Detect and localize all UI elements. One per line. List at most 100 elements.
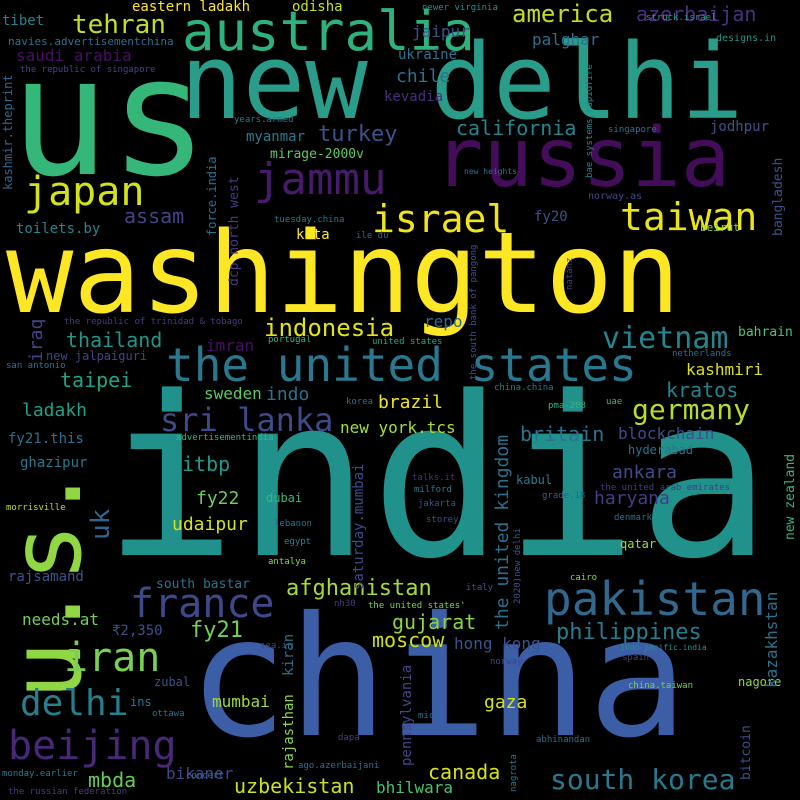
word-ukraine: ukraine bbox=[398, 47, 458, 63]
word-kabul: kabul bbox=[516, 473, 553, 487]
word-milford: milford bbox=[414, 485, 452, 495]
word-the-south-bank-of-pangong: the south bank of pangong bbox=[469, 244, 479, 380]
word-bae-systems: bae systems,rapidfire bbox=[585, 64, 595, 178]
word-storey: storey bbox=[426, 515, 459, 525]
word-america: america bbox=[512, 0, 614, 28]
word-philippines: philippines bbox=[556, 620, 702, 645]
word-gaza: gaza bbox=[484, 692, 528, 713]
word-norway-as: norway.as bbox=[588, 191, 643, 202]
word-the-united-arab-emirates: the united arab emirates bbox=[600, 483, 731, 493]
word-palghar: palghar bbox=[532, 30, 600, 49]
word-eastern-ladakh: eastern ladakh bbox=[132, 0, 251, 15]
word-beirut: beirut bbox=[700, 221, 740, 234]
word-new-delhi: new delhi bbox=[180, 21, 744, 143]
word-bitcoin: bitcoin bbox=[739, 725, 754, 780]
word-tibet: tibet bbox=[2, 13, 45, 29]
word-zubal: zubal bbox=[154, 675, 191, 689]
word-italy: italy bbox=[466, 583, 494, 593]
word-mbda: mbda bbox=[88, 768, 137, 792]
word-california: california bbox=[456, 116, 577, 140]
word-bahrain: bahrain bbox=[738, 325, 793, 340]
word-the-republic-of-singapore: the republic of singapore bbox=[20, 65, 156, 75]
word-ottawa: ottawa bbox=[152, 709, 185, 719]
word-myanmar: myanmar bbox=[246, 129, 306, 145]
word-itbp: itbp bbox=[182, 452, 231, 476]
word-china-china: china.china bbox=[494, 383, 554, 393]
word-vietnam: vietnam bbox=[602, 321, 729, 356]
word-kiran: kiran bbox=[281, 633, 297, 676]
word-lebanon: lebanon bbox=[274, 519, 312, 529]
word-indo-pacific-india: indo-pacific.india bbox=[620, 643, 707, 652]
word-iran: iran bbox=[64, 635, 161, 681]
word-norway: norway bbox=[490, 657, 523, 667]
word-washington: washington bbox=[6, 209, 681, 339]
word-blockchain: blockchain bbox=[618, 424, 715, 443]
word-needs-at: needs.at bbox=[22, 610, 100, 629]
word-israel: israel bbox=[372, 197, 510, 241]
word-talks-it: talks.it bbox=[412, 473, 456, 483]
word-ile-du: ile du bbox=[356, 231, 389, 241]
word-antalya: antalya bbox=[268, 557, 306, 567]
word-struck-israel: struck.israel bbox=[646, 13, 717, 23]
word-japan: japan bbox=[24, 169, 145, 215]
word-indonesia: indonesia bbox=[264, 314, 395, 342]
word-kevadia: kevadia bbox=[384, 89, 444, 105]
word-hong-kong: hong kong bbox=[454, 634, 541, 653]
word-south-bastar: south bastar bbox=[156, 577, 250, 592]
word-china: china bbox=[188, 582, 688, 775]
word-uk: uk bbox=[86, 508, 116, 540]
word-moscow: moscow bbox=[372, 628, 445, 652]
word-portugal: portugal bbox=[268, 335, 312, 345]
word-natanz: natanz bbox=[565, 257, 575, 290]
word-rupees-2350: ₹2,350 bbox=[112, 623, 163, 639]
word-kashmiri: kashmiri bbox=[686, 360, 764, 379]
word-mirage-2000v: mirage-2000v bbox=[270, 147, 364, 162]
word-nh30: nh30 bbox=[334, 599, 356, 609]
word-the-united-kingdom: the united kingdom bbox=[492, 434, 513, 630]
word-udaipur: udaipur bbox=[172, 514, 248, 535]
word-trinidad-tobago: the republic of trinidad & tobago bbox=[64, 317, 243, 327]
word-morrisville: morrisville bbox=[6, 503, 66, 513]
word-the-united-states-quote: the united states' bbox=[368, 601, 466, 611]
word-chile: chile bbox=[396, 66, 451, 87]
word-new-york-tcs: new york.tcs bbox=[340, 418, 456, 437]
word-qatar: qatar bbox=[620, 537, 657, 551]
word-kota: kota bbox=[296, 227, 330, 243]
word-pma-208: pma-208 bbox=[548, 401, 586, 411]
word-mich: mich bbox=[418, 711, 440, 721]
word-saudi-arabia: saudi arabia bbox=[16, 46, 132, 65]
word-egypt: egypt bbox=[284, 537, 312, 547]
word-repo: repo bbox=[424, 312, 463, 331]
word-beijing: beijing bbox=[8, 723, 177, 769]
word-bangladesh: bangladesh bbox=[771, 157, 786, 236]
word-pennsylvania: pennsylvania bbox=[399, 664, 415, 766]
word-jaipur: jaipur bbox=[412, 22, 470, 41]
word-new-zealand: new zealand bbox=[783, 453, 798, 540]
word-saturday-mumbai: saturday.mumbai bbox=[351, 463, 367, 590]
word-delhi: delhi bbox=[20, 683, 129, 724]
word-cairo: cairo bbox=[570, 573, 598, 583]
word-united-states-small: united states bbox=[372, 337, 443, 347]
word-fy22: fy22 bbox=[196, 488, 240, 509]
word-jammu: jammu bbox=[254, 154, 387, 205]
word-advertisementindia: advertisementindia bbox=[176, 433, 274, 443]
word-australia: australia bbox=[182, 0, 475, 63]
word-nagore: nagore bbox=[738, 675, 782, 689]
word-germany: germany bbox=[632, 393, 751, 426]
word-dubai: dubai bbox=[266, 491, 303, 505]
word-san-antonio: san antonio bbox=[6, 361, 66, 371]
word-canada: canada bbox=[428, 760, 501, 784]
word-kashmir-theprint: kashmir.theprint bbox=[1, 74, 15, 190]
word-ankara: ankara bbox=[612, 462, 678, 483]
word-turkey: turkey bbox=[318, 122, 398, 147]
word-rajasthan: rajasthan bbox=[281, 694, 297, 770]
word-jodhpur: jodhpur bbox=[710, 119, 770, 135]
word-designs-in: designs.in bbox=[716, 33, 777, 44]
word-netherlands: netherlands bbox=[672, 349, 732, 359]
word-tuesday-china: tuesday.china bbox=[274, 215, 345, 225]
word-india: india bbox=[103, 350, 772, 608]
word-bhilwara: bhilwara bbox=[376, 778, 454, 797]
word-uae: uae bbox=[606, 397, 623, 407]
word-nagrota: nagrota bbox=[509, 754, 519, 792]
word-spain: spain bbox=[622, 653, 650, 663]
